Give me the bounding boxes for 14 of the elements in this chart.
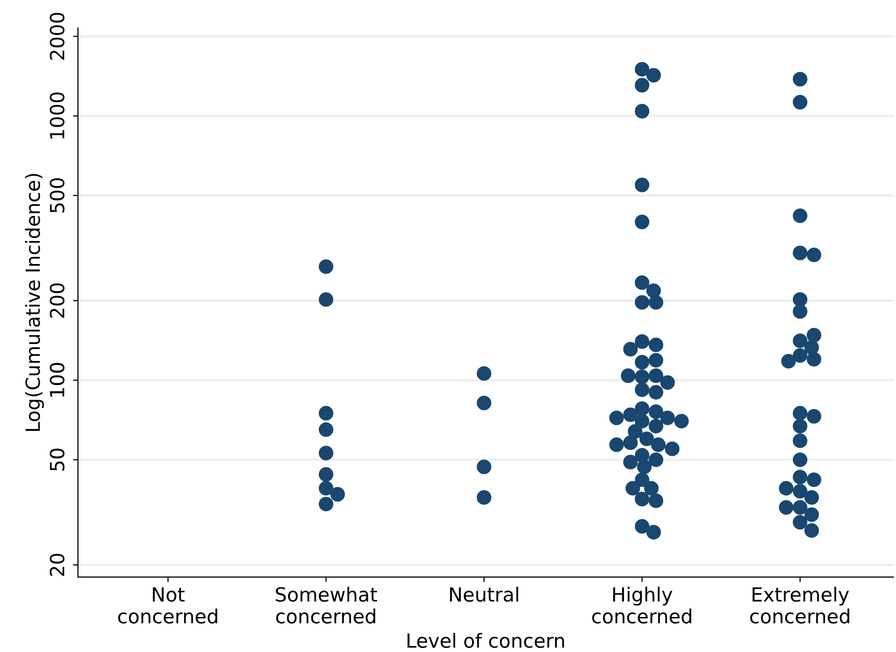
x-tick-label: Not concerned <box>118 587 218 624</box>
y-tick-label: 20 <box>50 554 64 576</box>
x-tick-label: Neutral <box>450 586 518 602</box>
y-tick-label: 50 <box>50 448 64 471</box>
x-tick-label: Highly concerned <box>592 586 692 624</box>
y-axis-title: Log(Cumulative Incidence) <box>25 174 44 431</box>
y-tick-label: 1000 <box>50 92 64 139</box>
y-tick-label: 100 <box>50 362 64 397</box>
x-tick-label: Extremely concerned <box>750 586 850 624</box>
y-tick-label: 2000 <box>50 12 64 60</box>
y-tick-label: 500 <box>50 178 64 213</box>
x-axis-title: Level of concern <box>408 632 564 648</box>
x-tick-label: Somewhat concerned <box>276 586 378 624</box>
y-tick-label: 200 <box>50 283 64 318</box>
